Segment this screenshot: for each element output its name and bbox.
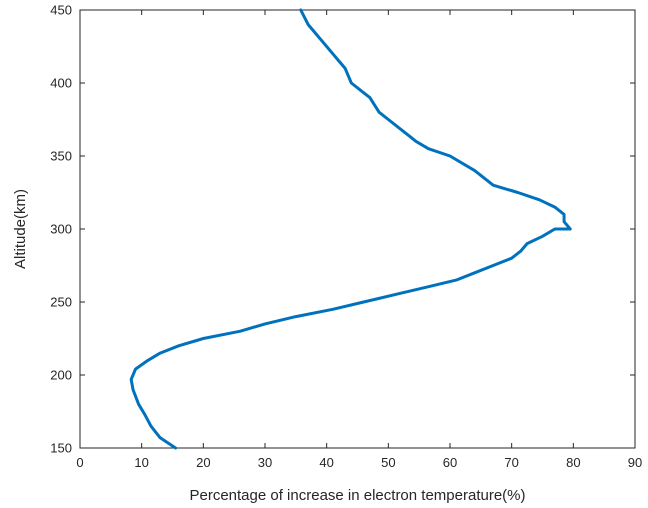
- x-tick-label: 40: [319, 455, 333, 470]
- x-tick-label: 20: [196, 455, 210, 470]
- x-tick-label: 70: [504, 455, 518, 470]
- x-tick-label: 50: [381, 455, 395, 470]
- x-axis: 0 10 20 30 40 50 60 70 80 90: [76, 10, 642, 470]
- y-axis-label: Altitude(km): [12, 189, 29, 269]
- y-tick-label: 150: [50, 441, 72, 456]
- axes-box: [79, 9, 636, 449]
- x-axis-label: Percentage of increase in electron tempe…: [189, 487, 525, 504]
- series-line: [129, 8, 572, 450]
- y-axis: 150 200 250 300 350 400 450: [50, 3, 635, 456]
- y-tick-label: 250: [50, 295, 72, 310]
- x-tick-label: 10: [134, 455, 148, 470]
- y-tick-label: 200: [50, 368, 72, 383]
- y-tick-label: 450: [50, 3, 72, 18]
- y-tick-label: 300: [50, 222, 72, 237]
- x-tick-label: 30: [258, 455, 272, 470]
- x-tick-label: 60: [443, 455, 457, 470]
- x-tick-label: 90: [628, 455, 642, 470]
- y-tick-label: 350: [50, 149, 72, 164]
- y-tick-label: 400: [50, 76, 72, 91]
- x-tick-label: 0: [76, 455, 83, 470]
- x-tick-label: 80: [566, 455, 580, 470]
- plot-area: [79, 8, 636, 450]
